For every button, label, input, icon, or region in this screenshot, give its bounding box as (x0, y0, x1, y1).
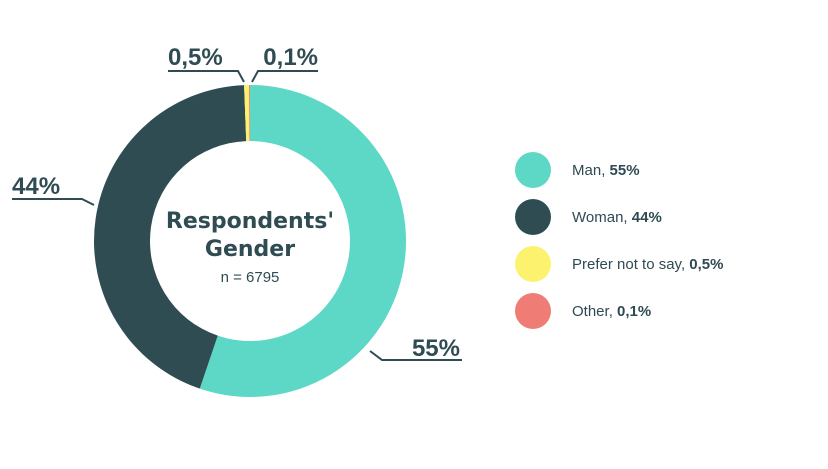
legend-label-woman: Woman (572, 208, 624, 226)
legend-label-other: Other (572, 302, 609, 320)
legend-item-prefer: Prefer not to say, 0,5% (515, 246, 815, 282)
data-label-man: 55% (412, 335, 460, 362)
legend-value-man: 55% (609, 161, 640, 179)
legend-swatch-prefer (515, 246, 551, 282)
legend-value-other: 0,1% (617, 302, 652, 320)
legend-swatch-man (515, 152, 551, 188)
legend-value-woman: 44% (631, 208, 662, 226)
callout-lines (12, 70, 462, 361)
legend-item-man: Man, 55% (515, 152, 815, 188)
callout-line-other (251, 70, 318, 83)
legend-item-other: Other, 0,1% (515, 293, 815, 329)
data-label-prefer: 0,5% (168, 44, 223, 71)
callout-line-prefer (168, 70, 245, 83)
legend-label-prefer: Prefer not to say (572, 255, 681, 273)
donut-slice-man (199, 85, 406, 397)
donut-slices (93, 85, 406, 397)
legend: Man, 55% Woman, 44% Prefer not to say, 0… (515, 152, 815, 340)
legend-swatch-woman (515, 199, 551, 235)
legend-swatch-other (515, 293, 551, 329)
legend-label-man: Man (572, 161, 602, 179)
donut-slice-prefer (244, 85, 250, 142)
legend-item-woman: Woman, 44% (515, 199, 815, 235)
legend-value-prefer: 0,5% (689, 255, 724, 273)
donut-slice-woman (93, 85, 247, 389)
data-label-woman: 44% (12, 173, 60, 200)
chart-subtitle: n = 6795 (221, 269, 280, 286)
donut-slice-other (249, 85, 250, 142)
data-label-other: 0,1% (263, 44, 318, 71)
chart-title-line1: Respondents' (166, 209, 334, 234)
callout-line-man (369, 350, 462, 361)
callout-line-woman (12, 198, 95, 206)
chart-title-line2: Gender (205, 237, 295, 262)
